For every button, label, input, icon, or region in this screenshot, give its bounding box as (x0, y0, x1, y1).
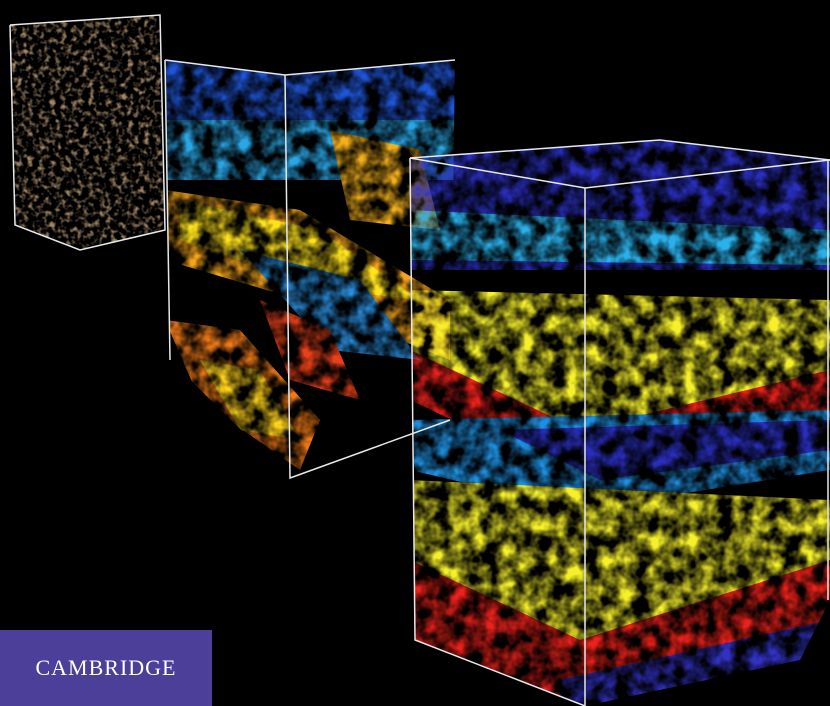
publisher-badge: CAMBRIDGE (0, 630, 212, 706)
large-box (410, 140, 830, 706)
wireframe (9, 14, 830, 706)
publisher-name: CAMBRIDGE (35, 655, 177, 680)
small-box (10, 15, 165, 250)
